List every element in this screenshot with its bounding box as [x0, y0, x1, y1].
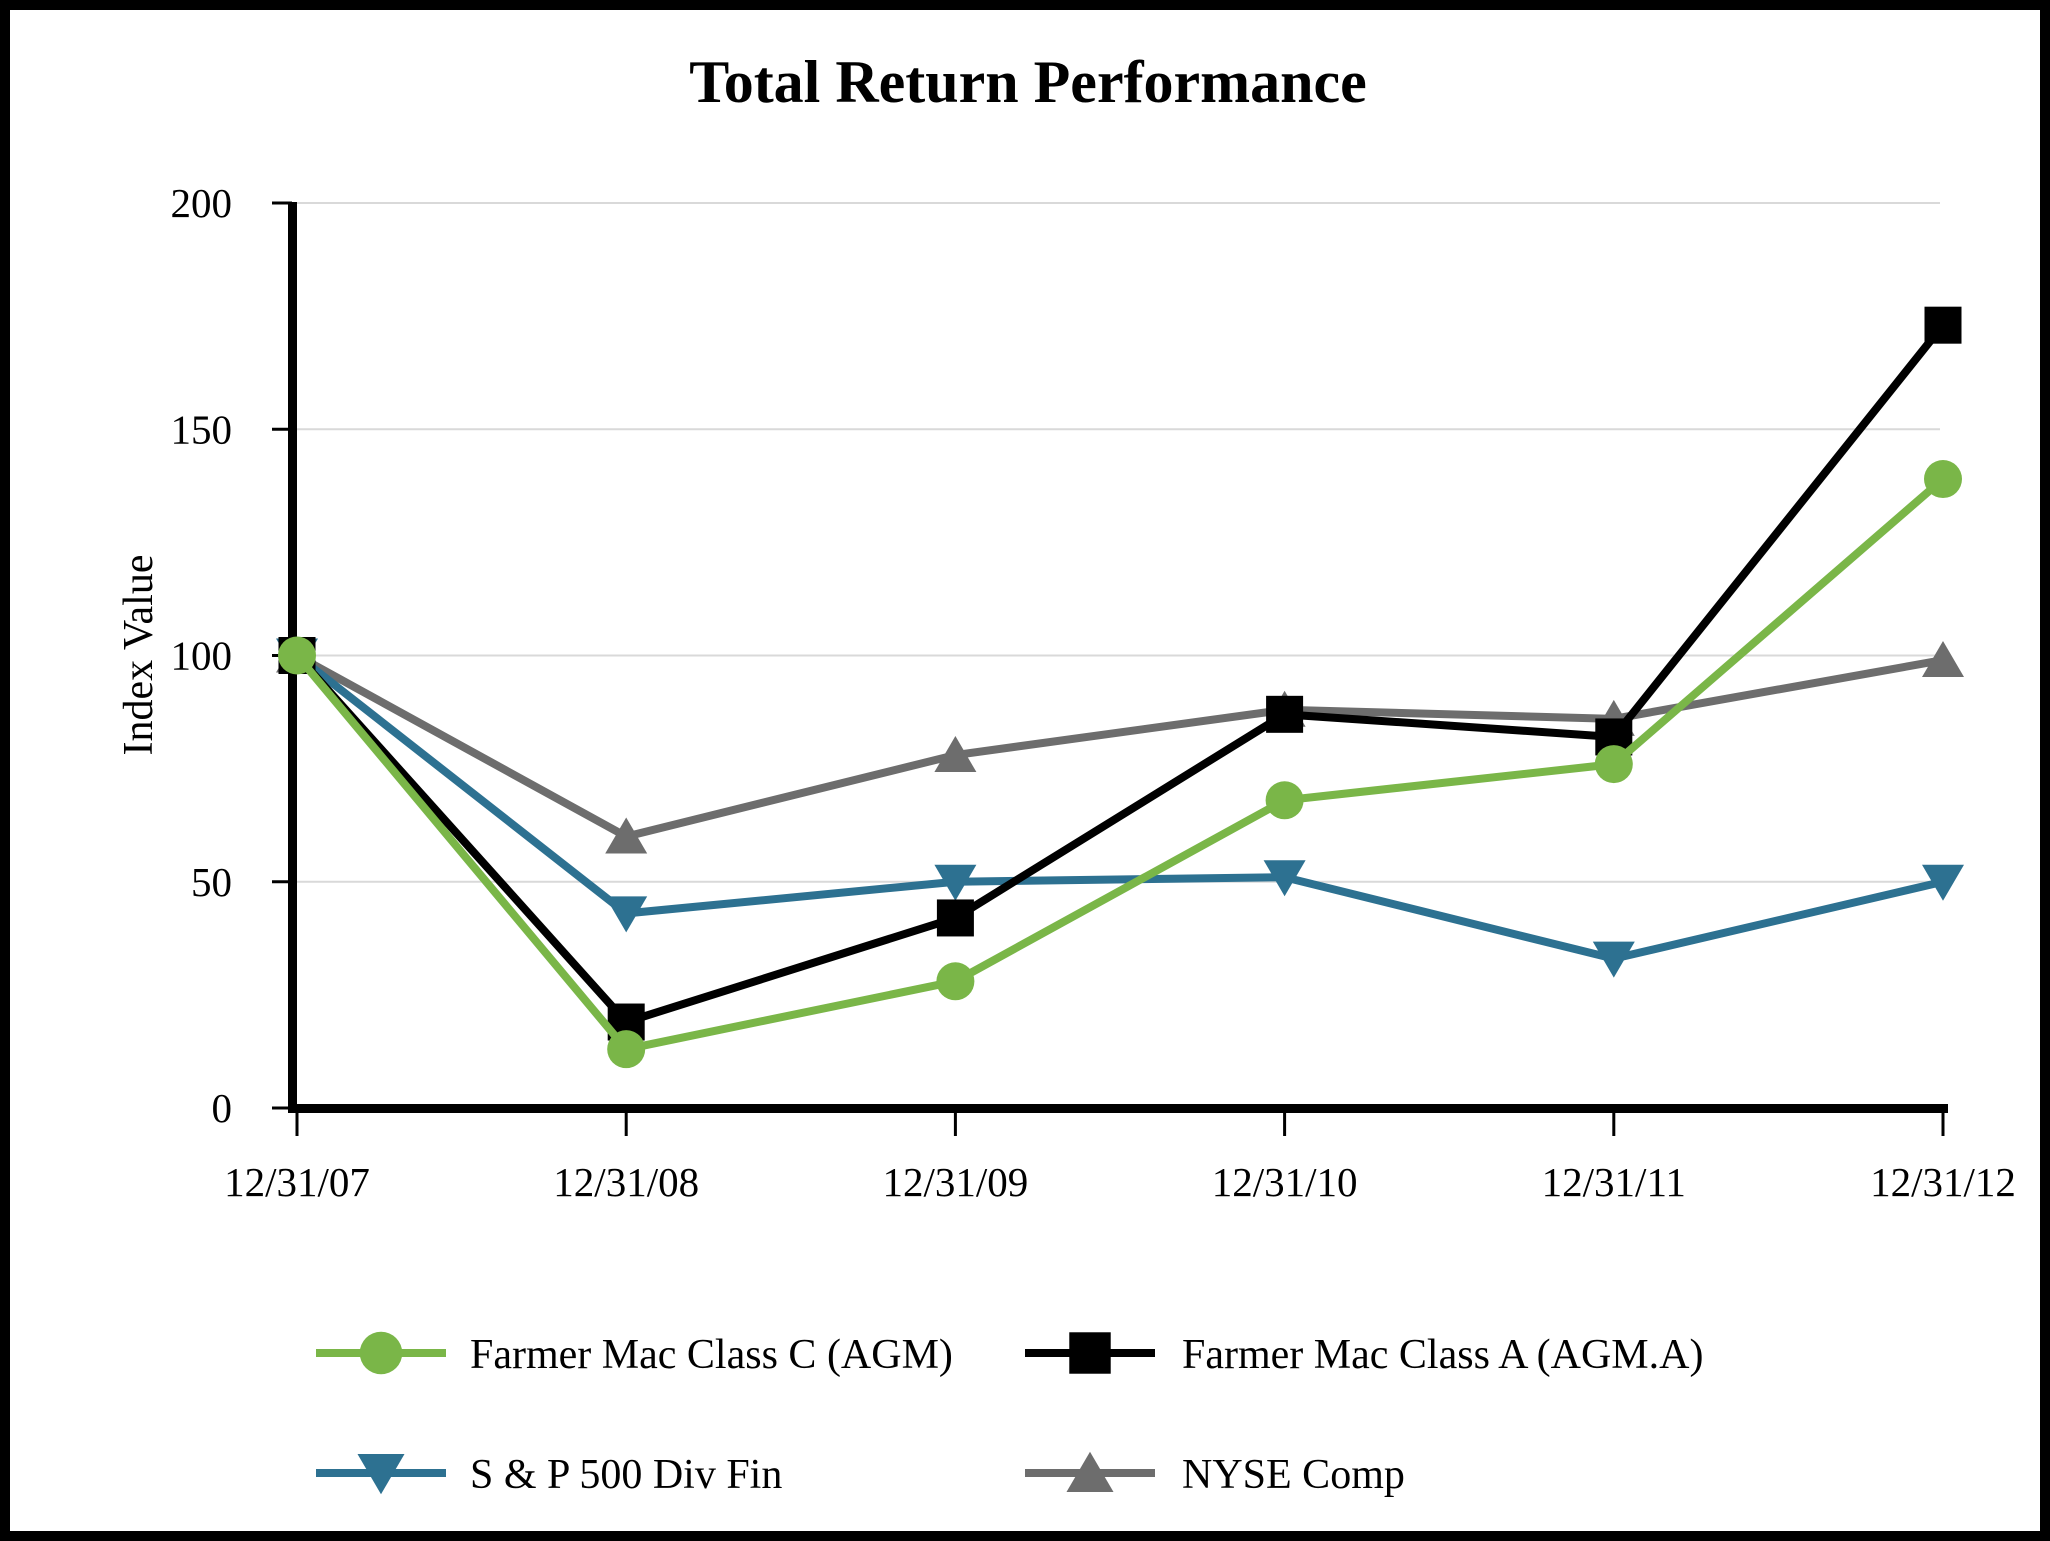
legend-marker-square [1069, 1332, 1111, 1374]
legend-item-nyse-comp: NYSE Comp [1025, 1451, 1405, 1498]
series-farmer-mac-class-c-agm [278, 460, 1962, 1069]
series-nyse-comp [276, 636, 1964, 854]
x-tick-label-12-31-09: 12/31/09 [883, 1159, 1029, 1205]
legend-marker-circle [359, 1331, 403, 1375]
series-marker-triangle-down-12-31-10 [1263, 860, 1306, 897]
series-marker-triangle-down-12-31-09 [934, 864, 977, 901]
legend-label-farmer-mac-class-a-agm-a: Farmer Mac Class A (AGM.A) [1182, 1332, 1703, 1378]
legend-label-nyse-comp: NYSE Comp [1182, 1452, 1405, 1498]
axes-group [288, 202, 1948, 1113]
series-line-s-p-500-div-fin [294, 652, 1944, 963]
legend-item-farmer-mac-class-a-agm-a: Farmer Mac Class A (AGM.A) [1025, 1332, 1703, 1378]
series-marker-triangle-down-12-31-12 [1922, 864, 1964, 901]
legend-marker-triangle-down [357, 1453, 405, 1495]
series-line-farmer-mac-class-a-agm-a [294, 322, 1947, 1027]
x-tick-label-12-31-07: 12/31/07 [224, 1159, 370, 1205]
legend-item-farmer-mac-class-c-agm: Farmer Mac Class C (AGM) [316, 1331, 953, 1378]
chart-title: Total Return Performance [689, 49, 1367, 115]
legend-group: Farmer Mac Class C (AGM) Farmer Mac Class… [316, 1331, 1703, 1498]
series-marker-triangle-down-12-31-11 [1592, 941, 1635, 978]
series-marker-circle-12-31-12 [1924, 460, 1962, 499]
legend-marker-triangle-up [1066, 1451, 1114, 1493]
y-tick-label-150: 150 [171, 406, 233, 452]
y-tick-label-50: 50 [191, 859, 232, 905]
series-marker-triangle-up-12-31-08 [605, 817, 648, 854]
y-tick-label-100: 100 [171, 633, 233, 679]
series-marker-circle-12-31-08 [607, 1030, 646, 1069]
series-line-nyse-comp [295, 651, 1944, 841]
y-tick-label-0: 0 [212, 1085, 233, 1131]
y-axis-title: Index Value [116, 555, 162, 756]
series-marker-circle-12-31-11 [1594, 745, 1633, 784]
series-line-farmer-mac-class-c-agm [293, 476, 1946, 1054]
legend-item-s-p-500-div-fin: S & P 500 Div Fin [316, 1452, 782, 1498]
series-marker-triangle-up-12-31-09 [934, 736, 977, 773]
legend-label-s-p-500-div-fin: S & P 500 Div Fin [470, 1452, 782, 1498]
x-tick-label-12-31-12: 12/31/12 [1870, 1159, 2016, 1205]
series-marker-circle-12-31-10 [1265, 781, 1304, 820]
series-group [276, 306, 1964, 1069]
series-marker-circle-12-31-09 [936, 962, 975, 1001]
series-marker-square-12-31-12 [1924, 306, 1962, 344]
series-s-p-500-div-fin [276, 638, 1964, 978]
series-marker-square-12-31-09 [936, 899, 974, 937]
series-marker-triangle-up-12-31-12 [1922, 641, 1964, 678]
y-tick-label-200: 200 [171, 180, 233, 226]
total-return-performance-chart: 0 50 100 150 200 12/31/07 12/31/08 12/31/09 12/3… [116, 49, 2016, 1498]
x-tick-label-12-31-10: 12/31/10 [1212, 1159, 1358, 1205]
series-marker-square-12-31-10 [1266, 695, 1304, 733]
gridlines-group [293, 202, 1940, 883]
x-tick-label-12-31-08: 12/31/08 [553, 1159, 699, 1205]
axis-labels-group: Total Return Performance Index Value [116, 49, 1367, 756]
legend-label-farmer-mac-class-c-agm: Farmer Mac Class C (AGM) [470, 1332, 953, 1378]
x-tick-label-12-31-11: 12/31/11 [1542, 1159, 1686, 1205]
ticks-group: 0 50 100 150 200 12/31/07 12/31/08 12/31/09 12/3… [171, 180, 2016, 1205]
series-marker-triangle-down-12-31-08 [605, 896, 648, 933]
series-marker-circle-12-31-07 [278, 636, 316, 675]
